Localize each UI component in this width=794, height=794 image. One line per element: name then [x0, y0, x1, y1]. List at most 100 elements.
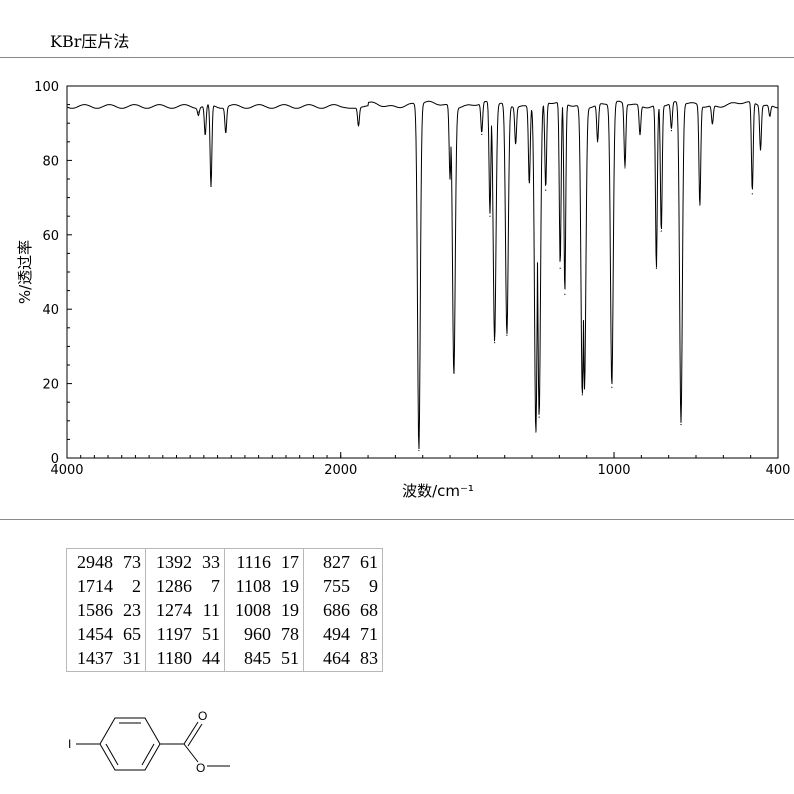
ring-double-bond-2 [141, 743, 155, 766]
carbonyl-bond-a [183, 721, 199, 745]
peak-wavenumber: 1197 [156, 624, 192, 644]
peak-point [418, 449, 420, 452]
peak-transmittance: 78 [281, 624, 299, 644]
peak-wavenumber: 1454 [77, 624, 113, 644]
peak-transmittance: 2 [132, 576, 141, 596]
peak-entry: 1197 51 [150, 622, 220, 646]
peak-entry: 845 51 [229, 646, 299, 670]
peak-transmittance: 9 [369, 576, 378, 596]
peak-point [225, 130, 227, 132]
carbonyl-bond-b [187, 723, 203, 747]
peak-table-row: 2948 73 1714 2 1586 23 1454 65 1437 31 1392 33 1286 7… [66, 548, 383, 672]
peak-point [481, 133, 483, 135]
atom-iodine: I [68, 737, 71, 751]
peak-transmittance: 11 [202, 600, 220, 620]
atom-carbonyl-oxygen: O [198, 709, 207, 723]
benzene-ring [99, 717, 161, 771]
peak-entry: 1392 33 [150, 550, 220, 574]
y-axis-ticks: 0 20 40 60 80 100 [34, 80, 72, 467]
peak-entry: 755 9 [308, 574, 378, 598]
peak-wavenumber: 1437 [77, 648, 113, 668]
peak-transmittance: 19 [281, 600, 299, 620]
peak-transmittance: 71 [360, 624, 378, 644]
peak-point [660, 230, 662, 232]
peak-entry: 960 78 [229, 622, 299, 646]
peak-wavenumber: 1586 [77, 600, 113, 620]
peak-point [535, 431, 537, 433]
peak-wavenumber: 1392 [156, 552, 192, 572]
peak-transmittance: 44 [202, 648, 220, 668]
y-tick-label: 80 [42, 154, 59, 169]
peak-point [564, 293, 566, 295]
peak-entry: 2948 73 [71, 550, 141, 574]
x-tick-label: 2000 [324, 463, 357, 478]
x-axis-ticks: 4000 2000 1000 400 [50, 452, 790, 478]
peak-point [545, 189, 547, 191]
y-tick-label: 0 [51, 452, 59, 467]
peak-point [515, 141, 517, 143]
molecule-structure: I O O [68, 709, 230, 775]
peak-point [759, 148, 762, 150]
peak-point [489, 215, 491, 217]
y-tick-label: 20 [42, 378, 59, 393]
peak-entry: 1714 2 [71, 574, 141, 598]
peak-wavenumber: 1274 [156, 600, 192, 620]
peak-point [449, 178, 451, 180]
peak-point [655, 267, 657, 269]
peak-entry: 1116 17 [229, 550, 299, 574]
peak-entry: 1454 65 [71, 622, 141, 646]
y-tick-label: 100 [34, 80, 59, 95]
peak-transmittance: 51 [202, 624, 220, 644]
peak-wavenumber: 827 [323, 552, 350, 572]
peak-point [769, 115, 771, 117]
peak-markers [197, 111, 771, 452]
section-divider [0, 519, 794, 520]
peak-transmittance: 33 [202, 552, 220, 572]
peak-entry: 1274 11 [150, 598, 220, 622]
peak-transmittance: 19 [281, 576, 299, 596]
x-tick-label: 4000 [50, 463, 83, 478]
header-divider [0, 57, 794, 58]
peak-table-column: 1116 17 1108 19 1008 19 960 78 845 51 [224, 548, 304, 672]
peak-transmittance: 61 [360, 552, 378, 572]
peak-entry: 1286 7 [150, 574, 220, 598]
peak-transmittance: 23 [123, 600, 141, 620]
peak-point [624, 167, 626, 169]
peak-transmittance: 73 [123, 552, 141, 572]
spectrum-trace [66, 100, 779, 450]
peak-point [528, 182, 530, 184]
peak-point [559, 267, 561, 269]
peak-entry: 686 68 [308, 598, 378, 622]
plot-frame [66, 85, 779, 459]
peak-transmittance: 68 [360, 600, 378, 620]
atom-ester-oxygen: O [196, 761, 205, 775]
peak-table-column: 827 61 755 9 686 68 494 71 464 83 [303, 548, 383, 672]
y-tick-label: 60 [42, 229, 59, 244]
peak-point [751, 193, 753, 195]
peak-wavenumber: 1108 [235, 576, 271, 596]
y-axis-label: %/透过率 [16, 240, 34, 304]
peak-transmittance: 83 [360, 648, 378, 668]
peak-transmittance: 31 [123, 648, 141, 668]
peak-entry: 1180 44 [150, 646, 220, 670]
peak-point [597, 141, 599, 143]
peak-point [711, 122, 714, 124]
method-label: KBr压片法 [50, 32, 130, 51]
peak-entry: 1437 31 [71, 646, 141, 670]
bond-c-o-ester [183, 743, 199, 763]
y-axis-unit: % [16, 290, 34, 304]
peak-wavenumber: 2948 [77, 552, 113, 572]
peak-entry: 1008 19 [229, 598, 299, 622]
peak-transmittance: 51 [281, 648, 299, 668]
peak-point [538, 416, 540, 418]
peak-table-column: 2948 73 1714 2 1586 23 1454 65 1437 31 [66, 548, 146, 672]
peak-transmittance: 17 [281, 552, 299, 572]
ir-spectrum-chart: 0 20 40 60 80 100 4000 2000 1000 400 %/透过率 波数/cm… [16, 80, 790, 500]
peak-transmittance: 65 [123, 624, 141, 644]
peak-point [581, 394, 583, 396]
x-tick-label: 400 [766, 463, 791, 478]
peak-point [639, 133, 641, 135]
peak-table-column: 1392 33 1286 7 1274 11 1197 51 1180 44 [145, 548, 225, 672]
peak-point [611, 386, 613, 388]
peak-wavenumber: 464 [323, 648, 350, 668]
